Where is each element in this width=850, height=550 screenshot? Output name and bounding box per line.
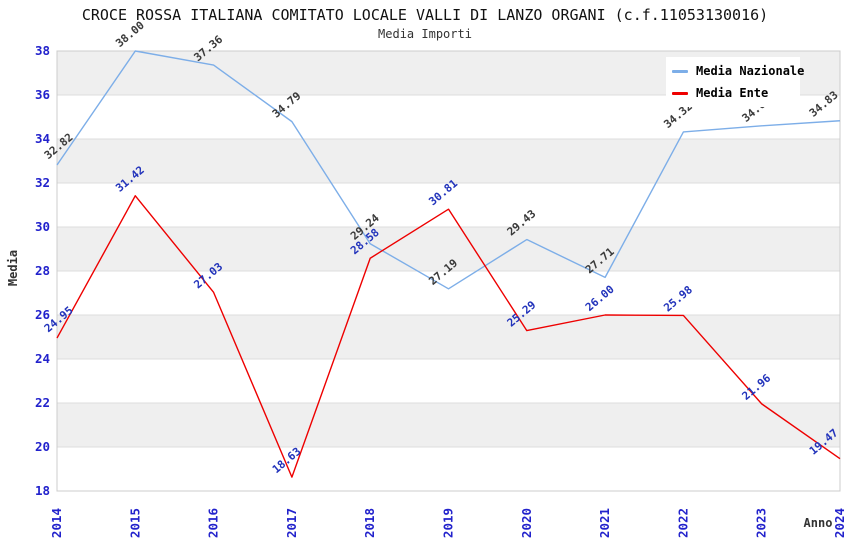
background-band bbox=[57, 227, 840, 271]
series-line-media-ente bbox=[56, 195, 841, 478]
background-band bbox=[57, 315, 840, 359]
y-tick-label: 34 bbox=[35, 131, 50, 146]
point-label: 26.00 bbox=[583, 283, 617, 314]
x-tick-label: 2023 bbox=[754, 508, 769, 538]
y-axis-title: Media bbox=[6, 249, 20, 287]
legend-label: Media Nazionale bbox=[696, 64, 805, 78]
blue-line-swatch-icon bbox=[672, 69, 688, 73]
x-tick-label: 2018 bbox=[362, 508, 377, 538]
plot-border bbox=[56, 50, 841, 492]
x-tick-label: 2015 bbox=[127, 508, 142, 538]
x-tick-label: 2024 bbox=[832, 508, 847, 538]
chart-title: CROCE ROSSA ITALIANA COMITATO LOCALE VAL… bbox=[81, 6, 769, 24]
y-tick-label: 24 bbox=[35, 351, 50, 366]
legend: Media Nazionale Media Ente bbox=[666, 57, 804, 107]
x-axis-title: Anno bbox=[803, 516, 833, 530]
y-tick-label: 32 bbox=[35, 175, 50, 190]
background-band bbox=[57, 403, 840, 447]
point-label: 25.98 bbox=[661, 283, 695, 314]
y-tick-label: 26 bbox=[35, 307, 50, 322]
y-tick-label: 38 bbox=[35, 43, 50, 58]
red-line-swatch-icon bbox=[672, 91, 688, 95]
y-tick-label: 30 bbox=[35, 219, 50, 234]
y-tick-label: 36 bbox=[35, 87, 50, 102]
background-band bbox=[57, 139, 840, 183]
x-tick-label: 2019 bbox=[441, 508, 456, 538]
x-tick-label: 2017 bbox=[284, 508, 299, 538]
y-tick-label: 22 bbox=[35, 395, 50, 410]
y-tick-label: 20 bbox=[35, 439, 50, 454]
x-tick-label: 2020 bbox=[519, 508, 534, 538]
y-tick-label: 18 bbox=[35, 483, 50, 498]
x-tick-label: 2016 bbox=[206, 508, 221, 538]
legend-label: Media Ente bbox=[696, 86, 769, 100]
x-tick-label: 2022 bbox=[675, 508, 690, 538]
x-tick-label: 2021 bbox=[597, 508, 612, 538]
y-tick-label: 28 bbox=[35, 263, 50, 278]
x-tick-label: 2014 bbox=[49, 508, 64, 538]
chart-subtitle: Media Importi bbox=[378, 27, 472, 41]
series-line-media-nazionale bbox=[56, 50, 841, 290]
legend-item-media-nazionale: Media Nazionale bbox=[672, 60, 804, 82]
legend-item-media-ente: Media Ente bbox=[672, 82, 800, 104]
